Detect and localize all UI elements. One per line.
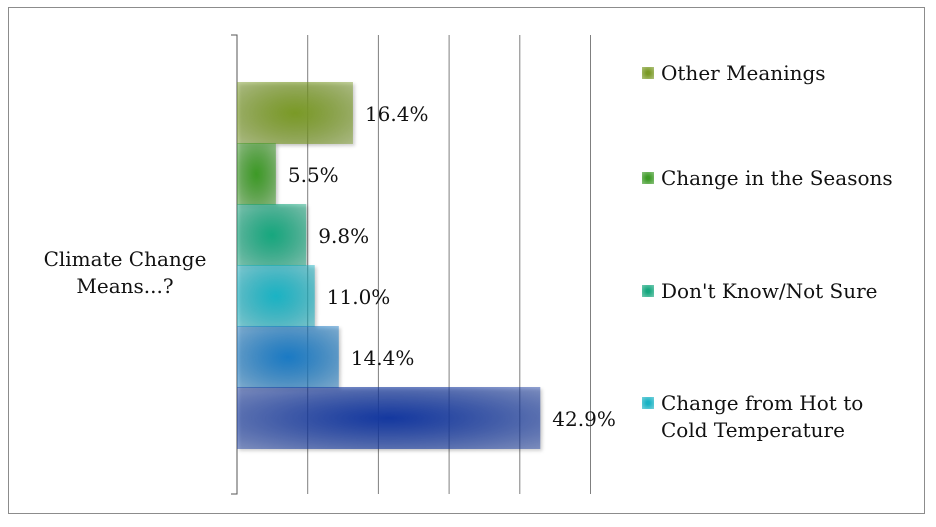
legend-swatch-dont-know [642,285,654,297]
bar-5 [237,326,339,388]
category-axis-label: Climate Change Means...? [43,247,207,298]
legend-swatch-change-in-seasons [642,172,654,184]
legend-label: Other Meanings [661,61,826,85]
bar-6 [237,387,541,449]
data-label-4: 11.0% [327,285,391,309]
data-label-6: 42.9% [552,407,616,431]
chart-frame: 16.4% 5.5% 9.8% 11.0% 14.4% 42.9% Climate Cha… [8,7,925,514]
data-label-1: 16.4% [365,102,429,126]
bar-chart: 16.4% 5.5% 9.8% 11.0% 14.4% 42.9% [231,34,616,495]
category-axis [231,34,238,495]
legend-swatch-other-meanings [642,67,654,79]
bar-1 [237,82,353,144]
bar-3 [237,204,307,266]
legend-swatch-hot-to-cold [642,397,654,409]
data-label-5: 14.4% [351,346,415,370]
data-label-2: 5.5% [288,163,339,187]
bar-2 [237,143,276,205]
legend-label: Change from Hot to Cold Temperature [661,391,864,442]
legend-label: Don't Know/Not Sure [661,279,878,303]
bar-4 [237,265,315,327]
legend-label: Change in the Seasons [661,166,893,190]
data-label-3: 9.8% [318,224,369,248]
